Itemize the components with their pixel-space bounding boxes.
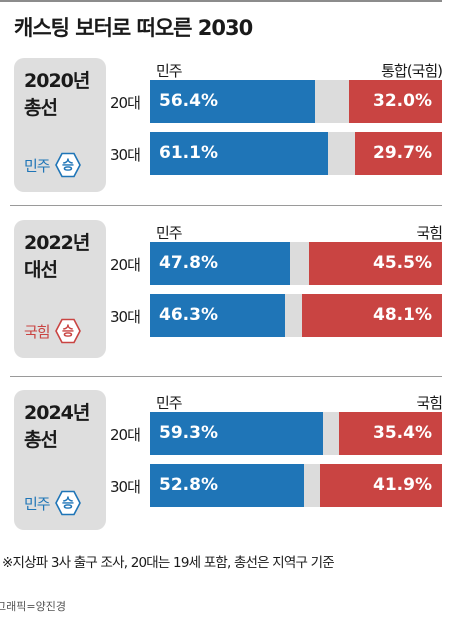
left-party-label: 민주 [156,394,183,412]
democratic-bar: 52.8% [150,464,305,507]
age-group-label: 30대 [110,308,141,326]
winner-party-label: 국힘 [24,322,51,341]
democratic-value-label: 61.1% [159,143,218,163]
win-label: 승 [62,325,74,340]
right-party-label: 통합(국힘) [381,62,443,80]
conservative-bar: 48.1% [301,294,442,337]
election-title: 2020년 총선 [24,70,90,119]
age-group-label: 20대 [110,426,141,444]
conservative-bar: 35.4% [338,412,442,455]
conservative-bar: 32.0% [348,80,442,123]
bar-track: 56.4% 32.0% [150,80,442,123]
democratic-bar: 61.1% [150,132,329,175]
conservative-bar: 41.9% [319,464,442,507]
left-party-label: 민주 [156,224,183,242]
right-party-label: 국힘 [416,224,443,242]
age-group-label: 20대 [110,256,141,274]
democratic-value-label: 59.3% [159,423,218,443]
source-note: ※지상파 3사 출구 조사, 20대는 19세 포함, 총선은 지역구 기준 [2,555,335,571]
top-rule [0,0,442,2]
democratic-bar: 47.8% [150,242,290,285]
win-hexagon-icon: 승 [54,490,81,516]
conservative-value-label: 29.7% [373,143,432,163]
win-label: 승 [62,497,74,512]
bar-track: 59.3% 35.4% [150,412,442,455]
section-divider [10,205,442,206]
democratic-value-label: 52.8% [159,475,218,495]
bar-track: 47.8% 45.5% [150,242,442,285]
section-divider [10,376,442,377]
democratic-value-label: 56.4% [159,91,218,111]
win-label: 승 [62,159,74,174]
democratic-value-label: 46.3% [159,305,218,325]
conservative-value-label: 48.1% [373,305,432,325]
winner-badge: 민주 승 [24,490,81,516]
conservative-bar: 45.5% [309,242,442,285]
democratic-bar: 46.3% [150,294,286,337]
conservative-value-label: 32.0% [373,91,432,111]
winner-badge: 국힘 승 [24,318,81,344]
conservative-value-label: 35.4% [373,423,432,443]
winner-party-label: 민주 [24,156,51,175]
conservative-value-label: 45.5% [373,253,432,273]
win-hexagon-icon: 승 [54,152,81,178]
winner-party-label: 민주 [24,494,51,513]
conservative-bar: 29.7% [355,132,442,175]
winner-badge: 민주 승 [24,152,81,178]
election-title: 2022년 대선 [24,232,90,281]
election-title: 2024년 총선 [24,402,90,451]
age-group-label: 20대 [110,94,141,112]
democratic-value-label: 47.8% [159,253,218,273]
conservative-value-label: 41.9% [373,475,432,495]
left-party-label: 민주 [156,62,183,80]
democratic-bar: 59.3% [150,412,324,455]
chart-title: 캐스팅 보터로 떠오른 2030 [14,16,253,40]
bar-track: 52.8% 41.9% [150,464,442,507]
age-group-label: 30대 [110,478,141,496]
win-hexagon-icon: 승 [54,318,81,344]
bar-track: 61.1% 29.7% [150,132,442,175]
age-group-label: 30대 [110,146,141,164]
bar-track: 46.3% 48.1% [150,294,442,337]
right-party-label: 국힘 [416,394,443,412]
graphic-credit: 그래픽=양진경 [0,600,66,613]
democratic-bar: 56.4% [150,80,315,123]
